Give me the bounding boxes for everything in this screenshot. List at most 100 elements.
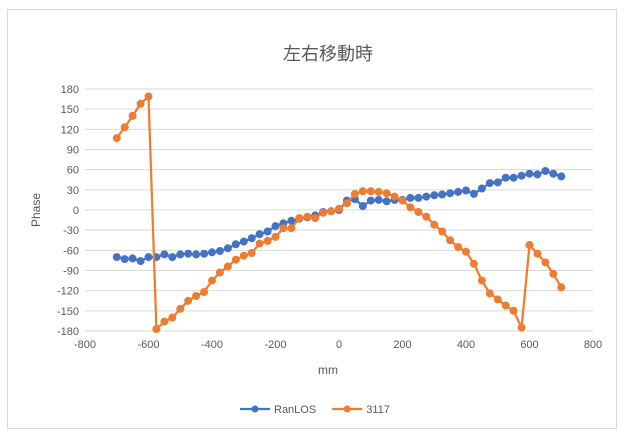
data-point [184, 296, 193, 305]
y-tick-label: 30 [67, 185, 79, 197]
legend-label: RanLOS [274, 404, 316, 416]
data-point [462, 186, 470, 195]
data-point [231, 240, 240, 249]
legend-marker [251, 405, 259, 413]
x-tick-label: 600 [520, 339, 538, 351]
data-point [192, 292, 201, 300]
data-point [255, 239, 264, 248]
data-point [160, 317, 169, 326]
data-point [112, 134, 121, 143]
data-point [557, 283, 566, 292]
data-point [366, 196, 375, 205]
x-axis-ticks: -800 -600 -400 -200 0 200 400 600 800 [74, 339, 602, 351]
data-point [485, 289, 494, 298]
data-point [446, 189, 455, 198]
data-point [200, 288, 209, 296]
x-tick-label: -600 [137, 339, 159, 351]
y-axis-title: Phase [29, 193, 43, 227]
y-tick-label: -60 [63, 245, 79, 257]
line-chart: 左右移動時 180 150 120 90 60 30 0 -30 -60 -90 -120 -150 -… [29, 44, 602, 416]
data-point [493, 295, 502, 304]
data-point [374, 195, 383, 204]
data-point [469, 189, 478, 198]
data-point [120, 123, 129, 132]
data-point [438, 190, 447, 199]
data-point [342, 199, 351, 208]
data-point [477, 276, 486, 285]
data-point [128, 111, 137, 120]
data-point [493, 178, 502, 187]
data-point [422, 192, 431, 201]
data-point [255, 230, 264, 239]
data-point [279, 224, 288, 233]
legend-item: RanLOS [240, 404, 316, 416]
x-axis-title: mm [318, 363, 338, 377]
data-point [319, 208, 328, 217]
legend: RanLOS 3117 [240, 404, 390, 416]
data-point [366, 187, 375, 196]
data-point [533, 249, 542, 258]
y-tick-label: 120 [61, 124, 79, 136]
data-point [509, 173, 518, 182]
x-tick-label: -200 [264, 339, 286, 351]
data-point [382, 197, 391, 206]
data-point [414, 193, 423, 202]
data-point [136, 257, 145, 266]
data-point [223, 262, 232, 271]
data-point [509, 306, 518, 315]
legend-label: 3117 [366, 404, 390, 416]
data-point [287, 224, 296, 233]
y-tick-label: 180 [61, 84, 79, 96]
data-point [533, 170, 542, 179]
data-point [469, 259, 478, 268]
data-point [215, 247, 224, 255]
chart-title: 左右移動時 [283, 44, 373, 65]
data-point [144, 92, 153, 101]
data-point [247, 249, 256, 257]
y-tick-label: 60 [67, 165, 79, 177]
data-point [358, 202, 367, 210]
data-point [549, 169, 558, 178]
data-point [406, 193, 415, 202]
x-tick-label: 0 [336, 339, 342, 351]
data-point [239, 251, 248, 260]
data-point [120, 255, 129, 264]
data-point [192, 250, 201, 259]
data-point [223, 244, 232, 253]
data-point [374, 187, 383, 196]
data-point [501, 173, 510, 182]
legend-marker [343, 405, 351, 413]
chart-area: 左右移動時 180 150 120 90 60 30 0 -30 -60 -90 -120 -150 -… [7, 9, 617, 429]
x-tick-label: -400 [201, 339, 223, 351]
data-point [382, 189, 391, 198]
data-point [485, 179, 494, 188]
series-layer [112, 92, 566, 333]
x-tick-label: 400 [457, 339, 475, 351]
data-point [231, 255, 240, 264]
data-point [295, 214, 304, 223]
data-point [422, 212, 431, 221]
data-point [168, 253, 177, 262]
y-tick-label: 90 [67, 145, 79, 157]
data-point [136, 99, 145, 108]
data-point [358, 187, 367, 196]
data-point [541, 167, 550, 175]
y-axis-ticks: 180 150 120 90 60 30 0 -30 -60 -90 -120 -150 -180 [57, 84, 79, 338]
data-point [160, 250, 169, 259]
data-point [430, 191, 439, 200]
data-point [350, 189, 359, 198]
data-point [398, 196, 407, 205]
data-point [176, 250, 185, 259]
data-point [215, 268, 224, 277]
data-point [454, 243, 463, 251]
data-point [501, 301, 510, 310]
data-point [477, 184, 486, 193]
data-point [247, 234, 256, 243]
data-point [263, 227, 272, 236]
data-point [541, 258, 550, 267]
data-point [517, 171, 526, 180]
y-tick-label: 150 [61, 104, 79, 116]
data-point [208, 276, 216, 285]
y-tick-label: -90 [63, 266, 79, 278]
data-point [335, 204, 343, 213]
